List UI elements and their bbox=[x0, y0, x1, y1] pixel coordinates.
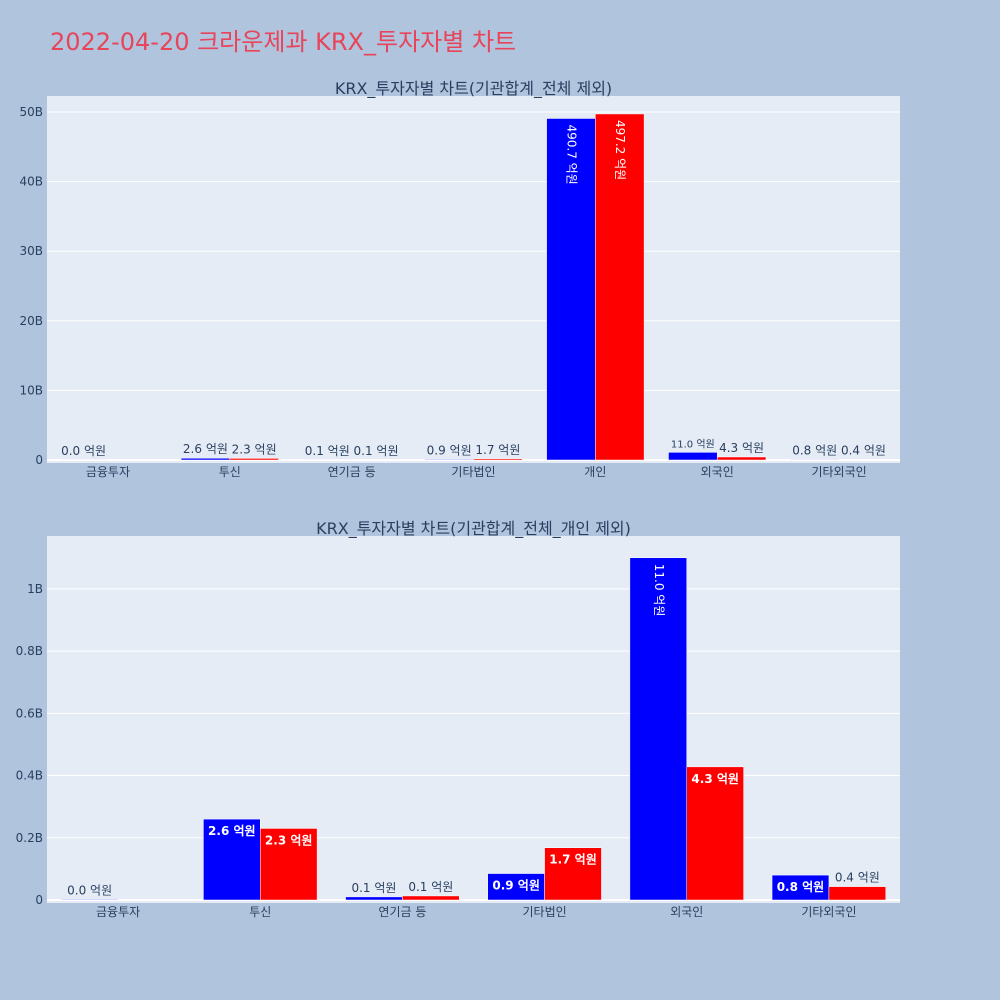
buy-bar bbox=[487, 873, 545, 901]
sell-bar bbox=[595, 113, 645, 461]
buy-bar bbox=[424, 459, 474, 461]
buy-bar bbox=[345, 896, 403, 901]
bar-value-label: 11.0 억원 bbox=[671, 438, 715, 450]
bar-value-label: 0.1 억원 bbox=[305, 444, 350, 458]
y-tick-label: 0.6B bbox=[16, 706, 43, 720]
bar-value-label: 1.7 억원 bbox=[475, 443, 520, 457]
bar-value-label: 4.3 억원 bbox=[691, 772, 739, 786]
bar-value-label: 2.3 억원 bbox=[265, 833, 313, 847]
buy-bar bbox=[180, 457, 231, 461]
plot-area bbox=[47, 96, 900, 463]
x-tick-label: 기타법인 bbox=[522, 905, 566, 919]
buy-bar bbox=[790, 459, 840, 461]
sell-bar bbox=[716, 456, 767, 461]
subplot-title: KRX_투자자별 차트(기관합계_전체 제외) bbox=[335, 79, 612, 99]
x-tick-label: 외국인 bbox=[701, 465, 734, 479]
bar-value-label: 11.0 억원 bbox=[652, 564, 666, 617]
buy-bar bbox=[771, 874, 830, 901]
sell-bar bbox=[828, 886, 887, 901]
y-tick-label: 50B bbox=[19, 105, 43, 119]
sell-bar bbox=[402, 895, 460, 901]
y-tick-label: 0.8B bbox=[16, 644, 43, 658]
bar-value-label: 0.4 억원 bbox=[841, 444, 886, 458]
x-tick-label: 금융투자 bbox=[96, 905, 140, 919]
buy-bar bbox=[203, 818, 261, 901]
x-tick-label: 기타외국인 bbox=[801, 905, 856, 919]
y-tick-label: 0.2B bbox=[16, 831, 43, 845]
bar-value-label: 0.0 억원 bbox=[67, 883, 112, 897]
x-tick-label: 개인 bbox=[584, 465, 606, 479]
sell-bar bbox=[229, 458, 279, 461]
x-tick-label: 금융투자 bbox=[86, 465, 130, 479]
buy-bar bbox=[60, 899, 119, 901]
y-tick-label: 0.4B bbox=[16, 769, 43, 783]
x-tick-label: 외국인 bbox=[670, 905, 703, 919]
bar-value-label: 490.7 억원 bbox=[564, 124, 578, 184]
y-tick-label: 20B bbox=[19, 314, 43, 328]
sell-bar bbox=[686, 766, 744, 901]
y-tick-label: 10B bbox=[19, 383, 43, 397]
x-tick-label: 투신 bbox=[249, 905, 271, 919]
sell-bar bbox=[260, 828, 318, 901]
y-tick-label: 1B bbox=[27, 582, 43, 596]
bar-value-label: 2.6 억원 bbox=[183, 442, 228, 456]
sell-bar bbox=[473, 458, 523, 461]
bar-value-label: 4.3 억원 bbox=[719, 441, 764, 455]
x-tick-label: 연기금 등 bbox=[328, 465, 376, 479]
bar-value-label: 0.1 억원 bbox=[408, 880, 453, 894]
y-tick-label: 40B bbox=[19, 175, 43, 189]
y-tick-label: 30B bbox=[19, 244, 43, 258]
plot-area bbox=[47, 536, 900, 903]
bar-value-label: 0.1 억원 bbox=[354, 444, 399, 458]
bar-value-label: 1.7 억원 bbox=[549, 853, 597, 867]
x-tick-label: 투신 bbox=[219, 465, 241, 479]
bar-value-label: 0.4 억원 bbox=[835, 871, 880, 885]
bar-value-label: 2.6 억원 bbox=[208, 824, 256, 838]
bar-value-label: 0.9 억원 bbox=[427, 443, 472, 457]
subplot-title: KRX_투자자별 차트(기관합계_전체_개인 제외) bbox=[316, 519, 631, 539]
bar-value-label: 0.1 억원 bbox=[351, 881, 396, 895]
bar-value-label: 2.3 억원 bbox=[232, 442, 277, 456]
y-tick-label: 0 bbox=[35, 453, 43, 467]
x-tick-label: 기타외국인 bbox=[811, 465, 866, 479]
buy-bar bbox=[629, 557, 688, 901]
page-title: 2022-04-20 크라운제과 KRX_투자자별 차트 bbox=[50, 28, 517, 56]
bar-value-label: 497.2 억원 bbox=[613, 120, 627, 180]
sell-bar bbox=[544, 847, 602, 901]
bar-value-label: 0.0 억원 bbox=[61, 444, 106, 458]
bar-value-label: 0.8 억원 bbox=[777, 880, 825, 894]
bar-value-label: 0.8 억원 bbox=[792, 443, 837, 457]
x-tick-label: 연기금 등 bbox=[378, 905, 426, 919]
bar-value-label: 0.9 억원 bbox=[492, 879, 540, 893]
y-tick-label: 0 bbox=[35, 893, 43, 907]
buy-bar bbox=[668, 452, 718, 461]
x-tick-label: 기타법인 bbox=[451, 465, 495, 479]
